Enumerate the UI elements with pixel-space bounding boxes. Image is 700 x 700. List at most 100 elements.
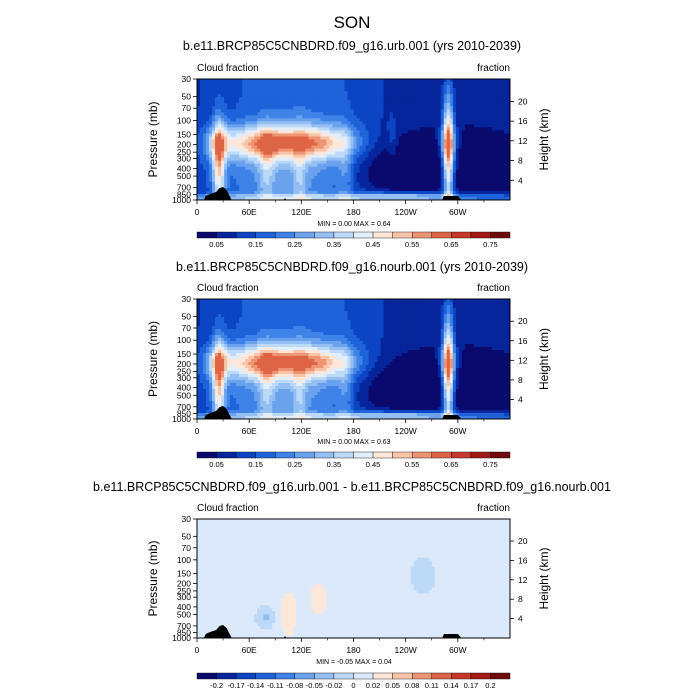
heatmap-cell bbox=[368, 85, 372, 89]
heatmap-cell bbox=[200, 305, 204, 309]
heatmap-cell bbox=[437, 139, 442, 143]
heatmap-cell bbox=[506, 299, 511, 303]
heatmap-cell bbox=[329, 187, 333, 192]
heatmap-cell bbox=[383, 190, 388, 195]
heatmap-cell bbox=[206, 317, 210, 321]
heatmap-cell bbox=[320, 311, 324, 315]
heatmap-cell bbox=[239, 112, 243, 116]
heatmap-cell bbox=[299, 79, 303, 83]
heatmap-cell bbox=[266, 100, 270, 104]
heatmap-cell bbox=[452, 127, 457, 131]
heatmap-cell bbox=[278, 172, 282, 177]
heatmap-cell bbox=[230, 85, 234, 89]
heatmap-cell bbox=[251, 109, 255, 113]
heatmap-cell bbox=[341, 133, 345, 137]
heatmap-cell bbox=[350, 151, 354, 156]
heatmap-cell bbox=[227, 91, 231, 95]
heatmap-cell bbox=[362, 142, 366, 146]
heatmap-cell bbox=[419, 178, 424, 183]
heatmap-cell bbox=[269, 305, 273, 309]
heatmap-cell bbox=[425, 91, 430, 95]
heatmap-cell bbox=[401, 136, 406, 140]
heatmap-cell bbox=[341, 136, 345, 140]
heatmap-cell bbox=[383, 311, 388, 315]
heatmap-cell bbox=[362, 305, 366, 309]
heatmap-cell bbox=[290, 79, 294, 83]
heatmap-cell bbox=[443, 121, 448, 125]
heatmap-cell bbox=[359, 142, 363, 146]
heatmap-cell bbox=[269, 181, 273, 186]
heatmap-cell bbox=[254, 115, 258, 119]
heatmap-cell bbox=[284, 317, 288, 321]
heatmap-cell bbox=[443, 190, 448, 195]
heatmap-cell bbox=[221, 302, 225, 306]
heatmap-cell bbox=[224, 139, 228, 143]
heatmap-cell bbox=[416, 109, 421, 113]
heatmap-cell bbox=[338, 79, 342, 83]
heatmap-cell bbox=[449, 145, 454, 149]
heatmap-cell bbox=[383, 133, 388, 137]
heatmap-cell bbox=[230, 320, 234, 324]
heatmap-cell bbox=[203, 175, 207, 180]
heatmap-cell bbox=[362, 103, 366, 107]
heatmap-cell bbox=[425, 100, 430, 104]
heatmap-cell bbox=[431, 299, 436, 303]
heatmap-cell bbox=[245, 133, 249, 137]
heatmap-cell bbox=[335, 317, 339, 321]
heatmap-cell bbox=[350, 88, 354, 92]
heatmap-cell bbox=[362, 121, 366, 125]
heatmap-cell bbox=[398, 121, 403, 125]
heatmap-cell bbox=[332, 136, 336, 140]
heatmap-cell bbox=[443, 82, 448, 86]
heatmap-cell bbox=[221, 163, 225, 168]
heatmap-cell bbox=[275, 106, 279, 110]
heatmap-cell bbox=[452, 91, 457, 95]
heatmap-cell bbox=[437, 314, 442, 318]
heatmap-cell bbox=[245, 317, 249, 321]
heatmap-cell bbox=[326, 145, 330, 149]
heatmap-cell bbox=[419, 166, 424, 171]
heatmap-cell bbox=[302, 97, 306, 101]
heatmap-cell bbox=[416, 97, 421, 101]
heatmap-cell bbox=[404, 299, 409, 303]
heatmap-cell bbox=[455, 103, 460, 107]
heatmap-cell bbox=[308, 311, 312, 315]
heatmap-cell bbox=[257, 311, 261, 315]
heatmap-cell bbox=[317, 121, 321, 125]
heatmap-cell bbox=[500, 196, 505, 201]
heatmap-cell bbox=[458, 193, 463, 198]
heatmap-cell bbox=[272, 127, 276, 131]
heatmap-cell bbox=[281, 196, 285, 201]
heatmap-cell bbox=[212, 151, 216, 156]
heatmap-cell bbox=[260, 175, 264, 180]
heatmap-cell bbox=[353, 124, 357, 128]
heatmap-cell bbox=[263, 314, 267, 318]
heatmap-cell bbox=[479, 115, 484, 119]
heatmap-cell bbox=[461, 121, 466, 125]
heatmap-cell bbox=[398, 190, 403, 195]
heatmap-cell bbox=[275, 94, 279, 98]
heatmap-cell bbox=[470, 121, 475, 125]
heatmap-cell bbox=[461, 148, 466, 152]
heatmap-cell bbox=[380, 308, 384, 312]
heatmap-cell bbox=[416, 196, 421, 201]
heatmap-cell bbox=[485, 305, 490, 309]
heatmap-cell bbox=[389, 121, 394, 125]
heatmap-cell bbox=[386, 181, 391, 186]
heatmap-cell bbox=[203, 320, 207, 324]
heatmap-cell bbox=[440, 317, 445, 321]
heatmap-cell bbox=[290, 148, 294, 152]
heatmap-cell bbox=[371, 139, 375, 143]
heatmap-cell bbox=[296, 142, 300, 146]
heatmap-cell bbox=[269, 154, 273, 159]
heatmap-cell bbox=[302, 82, 306, 86]
heatmap-cell bbox=[473, 124, 478, 128]
heatmap-cell bbox=[203, 139, 207, 143]
heatmap-cell bbox=[338, 175, 342, 180]
heatmap-cell bbox=[260, 136, 264, 140]
heatmap-cell bbox=[227, 109, 231, 113]
heatmap-cell bbox=[449, 157, 454, 162]
heatmap-cell bbox=[410, 178, 415, 183]
heatmap-cell bbox=[314, 317, 318, 321]
heatmap-cell bbox=[452, 112, 457, 116]
